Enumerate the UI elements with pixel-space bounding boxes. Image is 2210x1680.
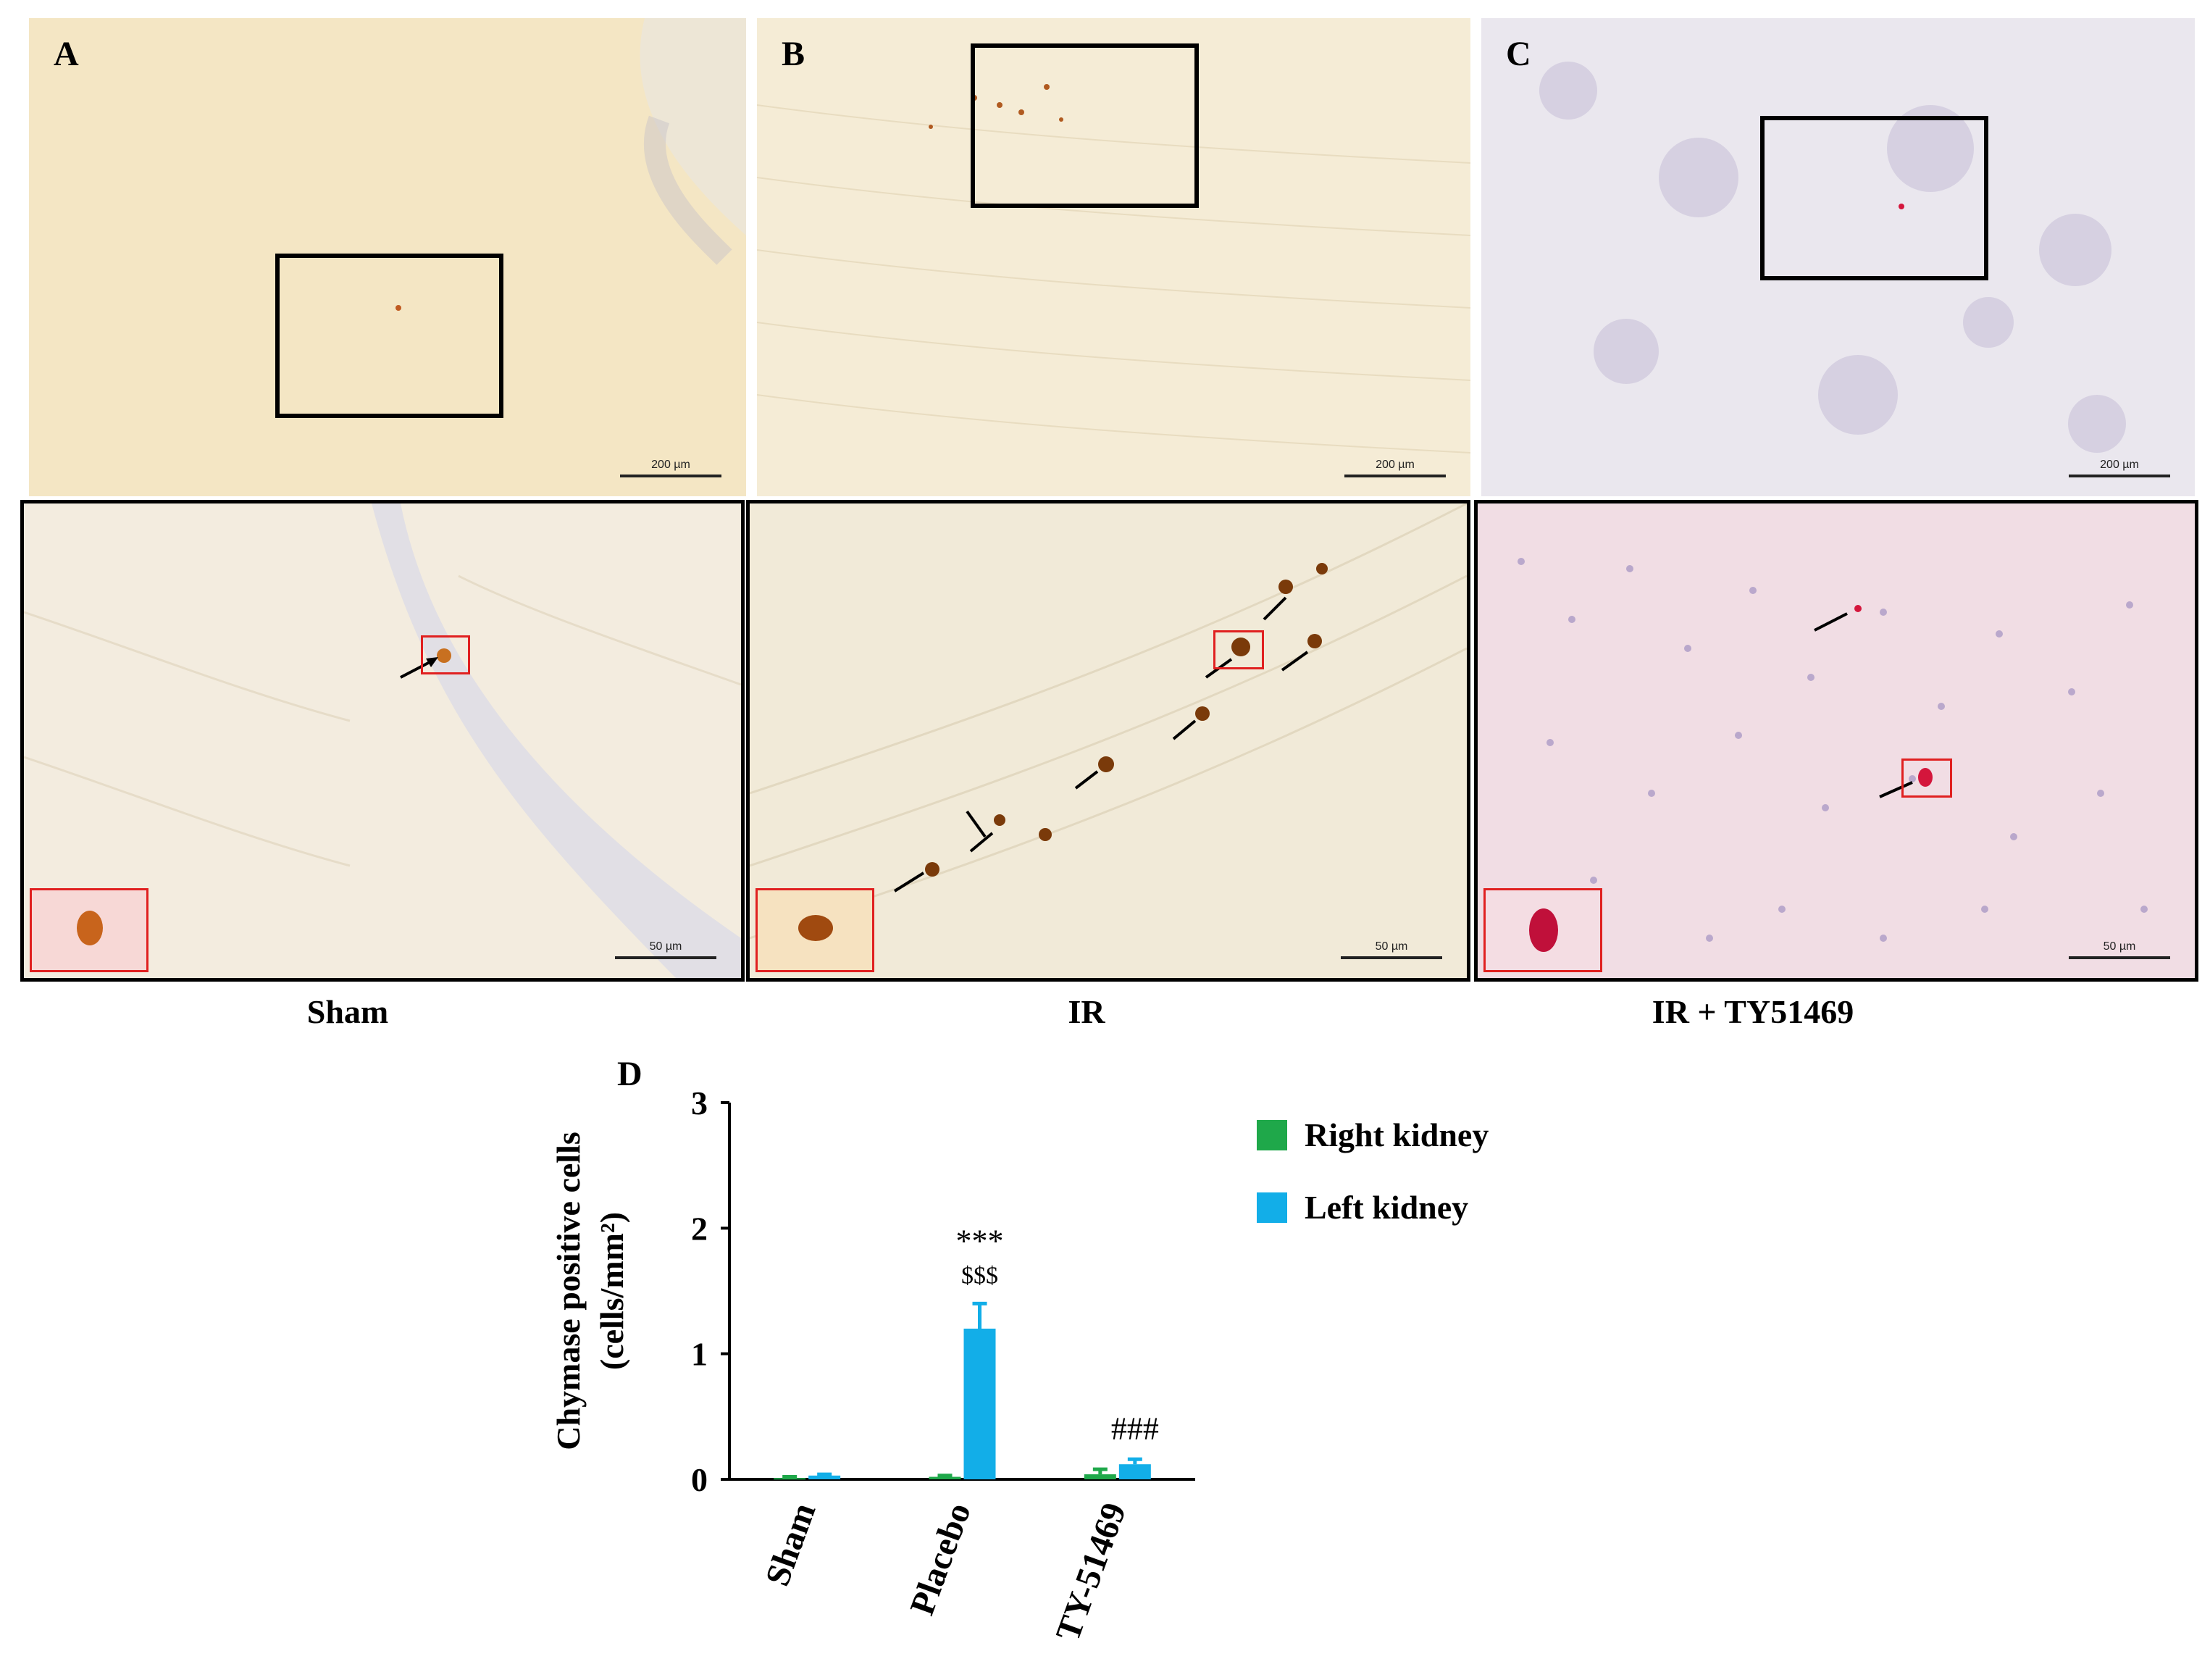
x-tick-label: TY-51469 — [1049, 1498, 1134, 1646]
panel-c-roi-box — [1760, 116, 1988, 280]
panel-b-zoom-scale-bar: 50 µm — [1341, 940, 1442, 959]
group-label-ir: IR — [1068, 993, 1105, 1030]
panel-b-zoom-tissue — [750, 503, 1467, 940]
panel-c-zoom-tissue — [1518, 558, 2148, 942]
panel-a-zoom-scale-bar: 50 µm — [615, 940, 716, 959]
bar-left-kidney — [1118, 1464, 1151, 1479]
panel-a-highlight-box — [421, 635, 470, 674]
y-tick-label: 1 — [691, 1336, 708, 1373]
scale-label: 200 µm — [651, 459, 690, 471]
panel-b-overview: B 200 µm — [757, 18, 1470, 496]
panel-b-scale-bar: 200 µm — [1344, 459, 1446, 477]
panel-c-letter: C — [1506, 35, 1531, 73]
panel-c-zoom-scale-bar: 50 µm — [2069, 940, 2170, 959]
panel-b-inset — [755, 888, 874, 972]
legend-left-kidney: Left kidney — [1257, 1188, 1468, 1226]
panel-c-zoom: 50 µm — [1474, 500, 2198, 982]
group-label-sham: Sham — [306, 993, 389, 1030]
scale-label: 200 µm — [2100, 459, 2139, 471]
panel-a-zoom: 50 µm — [20, 500, 745, 982]
panel-c-tissue — [1539, 62, 2126, 453]
significance-annotation: ### — [1111, 1411, 1159, 1446]
legend-swatch-left-kidney — [1257, 1192, 1287, 1223]
legend-swatch-right-kidney — [1257, 1119, 1287, 1150]
panel-b-roi-box — [971, 43, 1199, 208]
y-tick-label: 0 — [691, 1461, 708, 1498]
x-tick-label: Placebo — [903, 1498, 979, 1620]
group-label-ir-ty51469: IR + TY51469 — [1652, 993, 1854, 1030]
legend-right-kidney: Right kidney — [1257, 1116, 1489, 1154]
y-axis-label-line1: Chymase positive cells — [550, 1132, 587, 1450]
scale-label: 50 µm — [1375, 940, 1408, 953]
y-tick-label: 2 — [691, 1210, 708, 1247]
panel-c-highlight-box — [1901, 758, 1952, 798]
panel-c-inset-cell — [1529, 908, 1558, 952]
panel-b-letter: B — [782, 35, 805, 73]
panel-a-inset — [30, 888, 148, 972]
bar-right-kidney — [929, 1476, 961, 1479]
panel-c-overview: C 200 µm — [1481, 18, 2195, 496]
y-axis-label-line2: (cells/mm²) — [593, 1212, 630, 1370]
panel-b-tissue — [757, 84, 1470, 454]
bar-right-kidney — [1084, 1474, 1116, 1479]
panel-b-zoom: 50 µm — [746, 500, 1470, 982]
panel-a-roi-box — [275, 254, 503, 418]
legend-label-right-kidney: Right kidney — [1305, 1116, 1489, 1153]
panel-a-inset-cell — [77, 911, 103, 945]
bar-left-kidney — [808, 1475, 841, 1479]
panel-a-overview: A 200 µm — [29, 18, 746, 496]
panel-b-highlight-box — [1213, 630, 1264, 669]
panel-c-scale-bar: 200 µm — [2069, 459, 2170, 477]
significance-annotation: $$$ — [961, 1262, 998, 1289]
panel-d-letter: D — [617, 1055, 643, 1093]
panel-a-zoom-tissue — [24, 503, 741, 978]
x-tick-label: Sham — [758, 1498, 824, 1591]
chymase-bar-chart: 0 1 2 3 Chymase positive cells (cells/mm²) Sha… — [550, 1085, 1195, 1646]
scale-label: 200 µm — [1376, 459, 1415, 471]
y-tick-label: 3 — [691, 1085, 708, 1121]
legend-label-left-kidney: Left kidney — [1305, 1189, 1469, 1226]
panel-a-letter: A — [54, 35, 79, 73]
bar-right-kidney — [774, 1478, 806, 1480]
scale-label: 50 µm — [2103, 940, 2136, 953]
panel-a-tissue — [395, 18, 746, 311]
panel-b-inset-cell — [798, 915, 833, 941]
panel-a-scale-bar: 200 µm — [620, 459, 721, 477]
scale-label: 50 µm — [649, 940, 682, 953]
significance-annotation: *** — [956, 1223, 1004, 1258]
panel-c-inset — [1483, 888, 1602, 972]
bar-left-kidney — [963, 1329, 996, 1479]
